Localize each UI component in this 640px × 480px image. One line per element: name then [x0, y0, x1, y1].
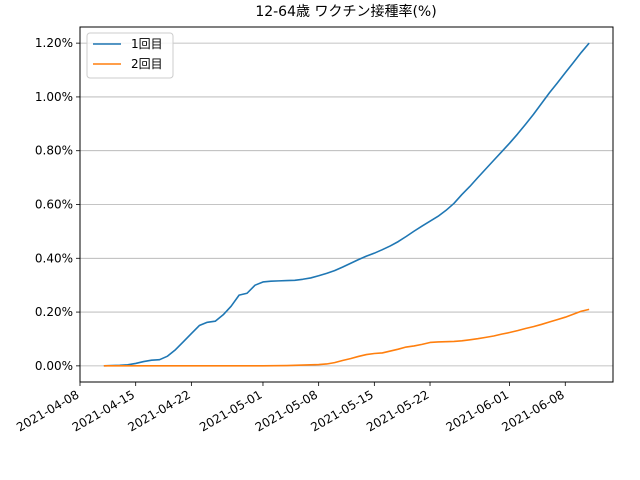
y-tick-label: 1.00% — [35, 90, 73, 104]
y-tick-label: 0.00% — [35, 359, 73, 373]
series-lines — [103, 42, 590, 367]
y-axis: 0.00% 0.20% 0.40% 0.60% 0.80% 1.00% 1.20% — [35, 36, 80, 373]
series-line-2 — [103, 308, 590, 367]
legend-label-1: 1回目 — [131, 37, 163, 51]
y-tick-label: 1.20% — [35, 36, 73, 50]
chart-title: 12-64歳 ワクチン接種率(%) — [255, 3, 436, 20]
y-tick-label: 0.80% — [35, 144, 73, 158]
legend-label-2: 2回目 — [131, 57, 163, 71]
y-tick-label: 0.20% — [35, 305, 73, 319]
y-tick-label: 0.40% — [35, 251, 73, 265]
series-line-1 — [103, 42, 590, 367]
y-tick-label: 0.60% — [35, 198, 73, 212]
